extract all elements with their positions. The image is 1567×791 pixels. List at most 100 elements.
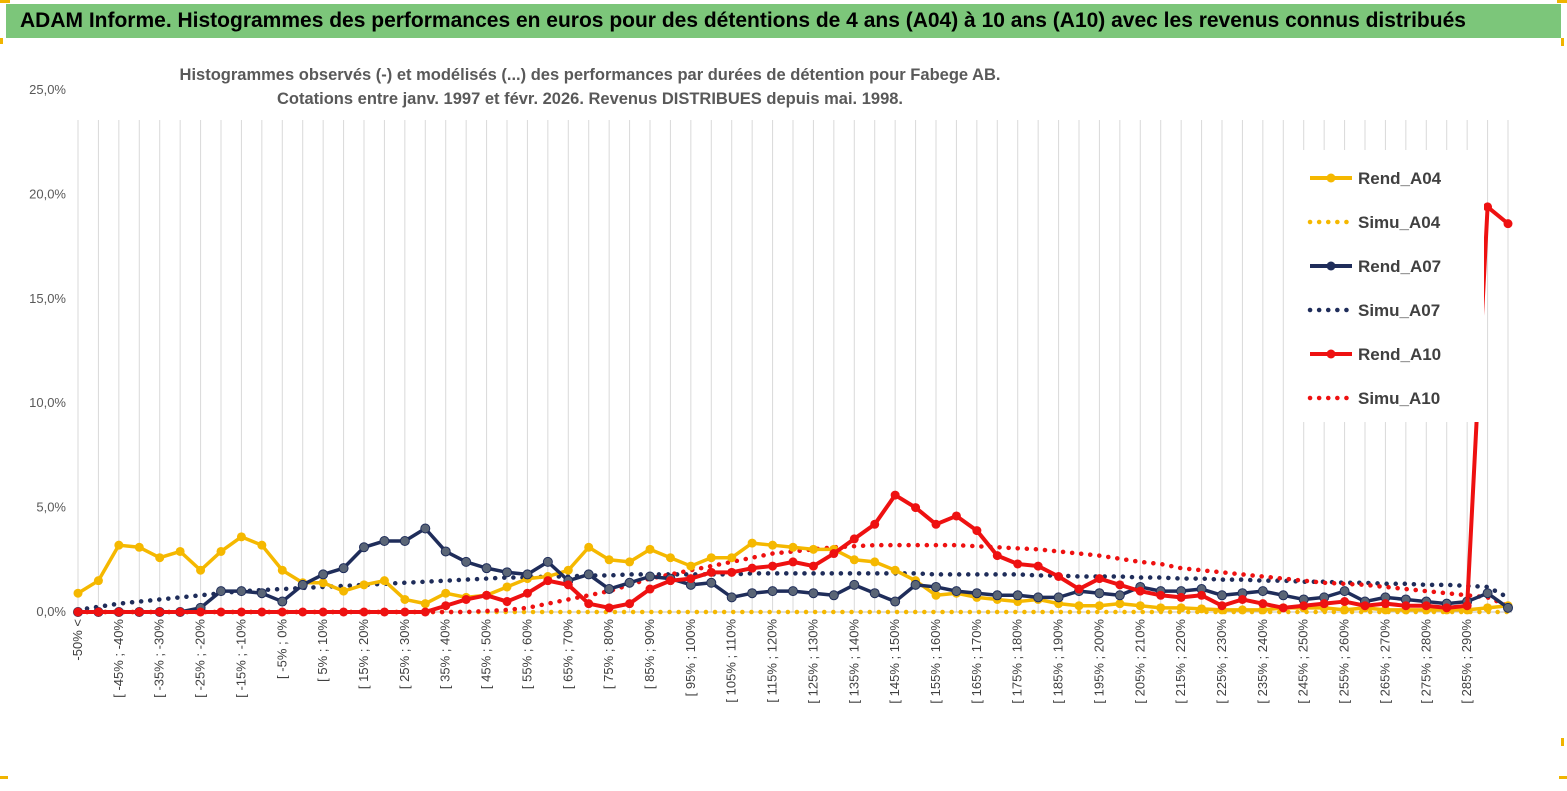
data-point-rend-a10 <box>196 607 206 617</box>
data-point-rend-a10 <box>727 567 737 577</box>
data-point-rend-a04 <box>216 546 226 556</box>
data-point-rend-a10 <box>461 594 471 604</box>
x-tick-label: [ 85% ; 90% <box>642 619 657 690</box>
data-point-rend-a10 <box>359 607 369 617</box>
data-point-rend-a04 <box>890 565 900 575</box>
x-tick-label: [ 95% ; 100% <box>683 619 698 697</box>
data-point-rend-a10 <box>155 607 165 617</box>
chart-title-line: Cotations entre janv. 1997 et févr. 2026… <box>277 90 903 108</box>
data-point-rend-a10 <box>870 519 880 529</box>
data-point-rend-a10 <box>1299 601 1309 611</box>
data-point-rend-a04 <box>236 532 246 542</box>
data-point-rend-a04 <box>502 582 512 592</box>
data-point-rend-a04 <box>318 578 328 588</box>
data-point-rend-a07 <box>747 588 758 599</box>
data-point-rend-a10 <box>931 519 941 529</box>
data-point-rend-a10 <box>482 590 492 600</box>
data-point-rend-a10 <box>1033 561 1043 571</box>
report-banner: ADAM Informe. Histogrammes des performan… <box>6 4 1561 38</box>
data-point-rend-a07 <box>1114 590 1125 601</box>
data-point-rend-a10 <box>1278 603 1288 613</box>
data-point-rend-a07 <box>767 586 778 597</box>
x-tick-label: [ 285% ; 290% <box>1459 619 1474 704</box>
data-point-rend-a10 <box>1462 601 1472 611</box>
data-point-rend-a04 <box>1135 601 1145 611</box>
data-point-rend-a10 <box>134 607 144 617</box>
data-point-rend-a10 <box>379 607 389 617</box>
data-point-rend-a07 <box>808 588 819 599</box>
data-point-rend-a04 <box>1074 601 1084 611</box>
data-point-rend-a07 <box>726 592 737 603</box>
data-point-rend-a07 <box>1257 586 1268 597</box>
legend-marker <box>1326 349 1336 359</box>
data-point-rend-a10 <box>563 580 573 590</box>
data-point-rend-a10 <box>420 607 430 617</box>
x-tick-label: [ 215% ; 220% <box>1173 619 1188 704</box>
data-point-rend-a07 <box>256 588 267 599</box>
x-tick-label: [ -35% ; -30% <box>152 619 167 698</box>
data-point-rend-a10 <box>1115 580 1125 590</box>
chart-title-box <box>150 58 1030 120</box>
data-point-rend-a10 <box>849 534 859 544</box>
frame-corner-right-mid <box>1561 738 1564 746</box>
legend-label: Simu_A10 <box>1358 389 1440 408</box>
data-point-rend-a04 <box>1156 603 1166 613</box>
data-point-rend-a07 <box>624 577 635 588</box>
x-tick-label: -50% < <box>70 619 85 661</box>
report-title: ADAM Informe. Histogrammes des performan… <box>20 9 1466 32</box>
data-point-rend-a07 <box>522 569 533 580</box>
frame-corner-bottom-left <box>0 776 8 779</box>
data-point-rend-a10 <box>1258 599 1268 609</box>
data-point-rend-a04 <box>155 553 165 563</box>
x-tick-label: [ -5% ; 0% <box>274 619 289 679</box>
x-tick-label: [ -45% ; -40% <box>111 619 126 698</box>
data-point-rend-a04 <box>196 565 206 575</box>
data-point-rend-a07 <box>502 567 512 578</box>
legend-marker <box>1326 261 1336 271</box>
data-point-rend-a04 <box>747 538 757 548</box>
data-point-rend-a07 <box>399 536 410 547</box>
data-point-rend-a07 <box>788 586 798 597</box>
data-point-rend-a07 <box>1482 588 1493 599</box>
x-tick-label: [ 35% ; 40% <box>438 619 453 690</box>
data-point-rend-a07 <box>951 586 962 597</box>
data-point-rend-a07 <box>420 523 431 534</box>
data-point-rend-a04 <box>1237 605 1247 615</box>
data-point-rend-a10 <box>645 584 655 594</box>
legend-label: Simu_A04 <box>1358 213 1441 232</box>
data-point-rend-a07 <box>1217 590 1227 601</box>
data-point-rend-a10 <box>625 599 635 609</box>
x-tick-label: [ 195% ; 200% <box>1091 619 1106 704</box>
legend[interactable]: Rend_A04 Simu_A04 Rend_A07 Simu_A07 Rend_A10… <box>1296 150 1484 422</box>
data-point-rend-a07 <box>828 590 839 601</box>
x-tick-label: [ 5% ; 10% <box>315 619 330 682</box>
x-tick-label: [ 105% ; 110% <box>724 619 739 703</box>
y-axis-ticks: 0,0% 5,0% 10,0% 15,0% 20,0% 25,0% <box>29 82 66 619</box>
x-tick-label: [ 15% ; 20% <box>356 619 371 690</box>
chart-title-line: Histogrammes observés (-) et modélisés (… <box>180 66 1001 84</box>
data-point-rend-a10 <box>1503 219 1513 229</box>
frame-corner-right <box>1561 38 1564 46</box>
data-point-rend-a10 <box>1197 590 1207 600</box>
x-tick-label: [ 75% ; 80% <box>601 619 616 690</box>
data-point-rend-a10 <box>339 607 349 617</box>
data-point-rend-a10 <box>1380 599 1390 609</box>
x-tick-label: [ 115% ; 120% <box>765 619 780 703</box>
x-tick-label: [ -25% ; -20% <box>193 619 208 698</box>
x-tick-label: [ 145% ; 150% <box>887 619 902 704</box>
data-point-rend-a07 <box>359 542 369 553</box>
data-point-rend-a10 <box>1135 586 1145 596</box>
data-point-rend-a10 <box>1483 202 1493 212</box>
data-point-rend-a04 <box>420 599 430 609</box>
data-point-rend-a07 <box>1094 588 1105 599</box>
x-tick-label: [ 175% ; 180% <box>1010 619 1025 704</box>
frame-corner-top-left <box>0 0 10 3</box>
x-tick-label: [ 165% ; 170% <box>969 619 984 704</box>
y-tick-label: 5,0% <box>36 500 66 515</box>
data-point-rend-a04 <box>584 542 594 552</box>
data-point-rend-a10 <box>522 588 532 598</box>
legend-label: Simu_A07 <box>1358 301 1440 320</box>
data-point-rend-a10 <box>808 561 818 571</box>
data-point-rend-a07 <box>971 588 982 599</box>
data-point-rend-a10 <box>911 503 921 513</box>
